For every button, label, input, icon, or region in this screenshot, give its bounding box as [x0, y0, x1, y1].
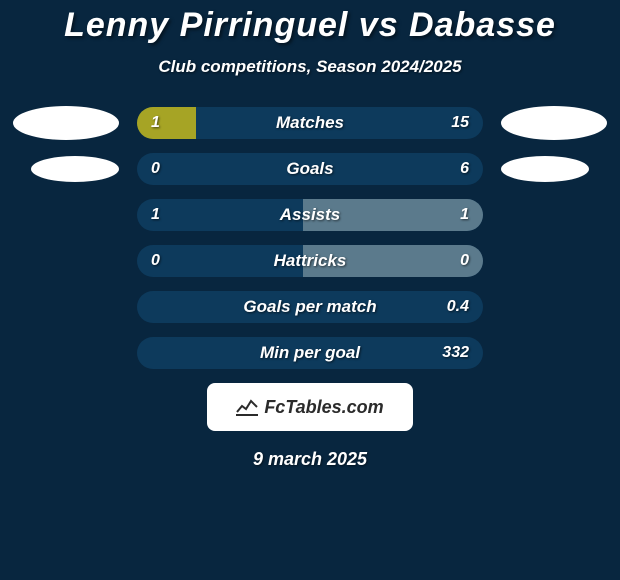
comparison-infographic: Lenny Pirringuel vs Dabasse Club competi…: [0, 0, 620, 580]
stat-row: Min per goal 332: [10, 337, 610, 369]
stat-label: Assists: [280, 205, 340, 225]
player-avatar-left: [13, 106, 119, 140]
stat-row: Assists 1 1: [10, 199, 610, 231]
stat-value-right: 0: [460, 252, 469, 270]
stat-value-left: 0: [151, 160, 160, 178]
stat-value-right: 15: [451, 114, 469, 132]
stat-value-left: 0: [151, 252, 160, 270]
date-label: 9 march 2025: [0, 449, 620, 470]
stat-bar: Matches 1 15: [137, 107, 483, 139]
stat-bar: Goals 0 6: [137, 153, 483, 185]
stat-bar: Assists 1 1: [137, 199, 483, 231]
stat-bar: Goals per match 0.4: [137, 291, 483, 323]
player-avatar-left: [31, 156, 119, 182]
stat-label: Goals: [286, 159, 333, 179]
player-avatar-right: [501, 106, 607, 140]
stat-bar: Hattricks 0 0: [137, 245, 483, 277]
stat-row: Hattricks 0 0: [10, 245, 610, 277]
chart-icon: [236, 398, 258, 416]
stat-value-right: 1: [460, 206, 469, 224]
stat-value-left: 1: [151, 114, 160, 132]
stat-row: Goals per match 0.4: [10, 291, 610, 323]
player-avatar-right: [501, 156, 589, 182]
stat-value-right: 6: [460, 160, 469, 178]
stat-label: Goals per match: [243, 297, 376, 317]
source-badge-text: FcTables.com: [264, 397, 383, 418]
stat-value-right: 0.4: [447, 298, 469, 316]
source-badge[interactable]: FcTables.com: [207, 383, 413, 431]
stat-row: Goals 0 6: [10, 153, 610, 185]
page-title: Lenny Pirringuel vs Dabasse: [0, 0, 620, 45]
stat-label: Hattricks: [274, 251, 347, 271]
stat-value-right: 332: [442, 344, 469, 362]
stat-bar: Min per goal 332: [137, 337, 483, 369]
subtitle: Club competitions, Season 2024/2025: [0, 57, 620, 77]
stat-row: Matches 1 15: [10, 107, 610, 139]
stat-label: Matches: [276, 113, 344, 133]
bar-fill-left: [137, 107, 196, 139]
stat-label: Min per goal: [260, 343, 360, 363]
stats-list: Matches115Goals06Assists11Hattricks00Goa…: [0, 107, 620, 369]
stat-value-left: 1: [151, 206, 160, 224]
